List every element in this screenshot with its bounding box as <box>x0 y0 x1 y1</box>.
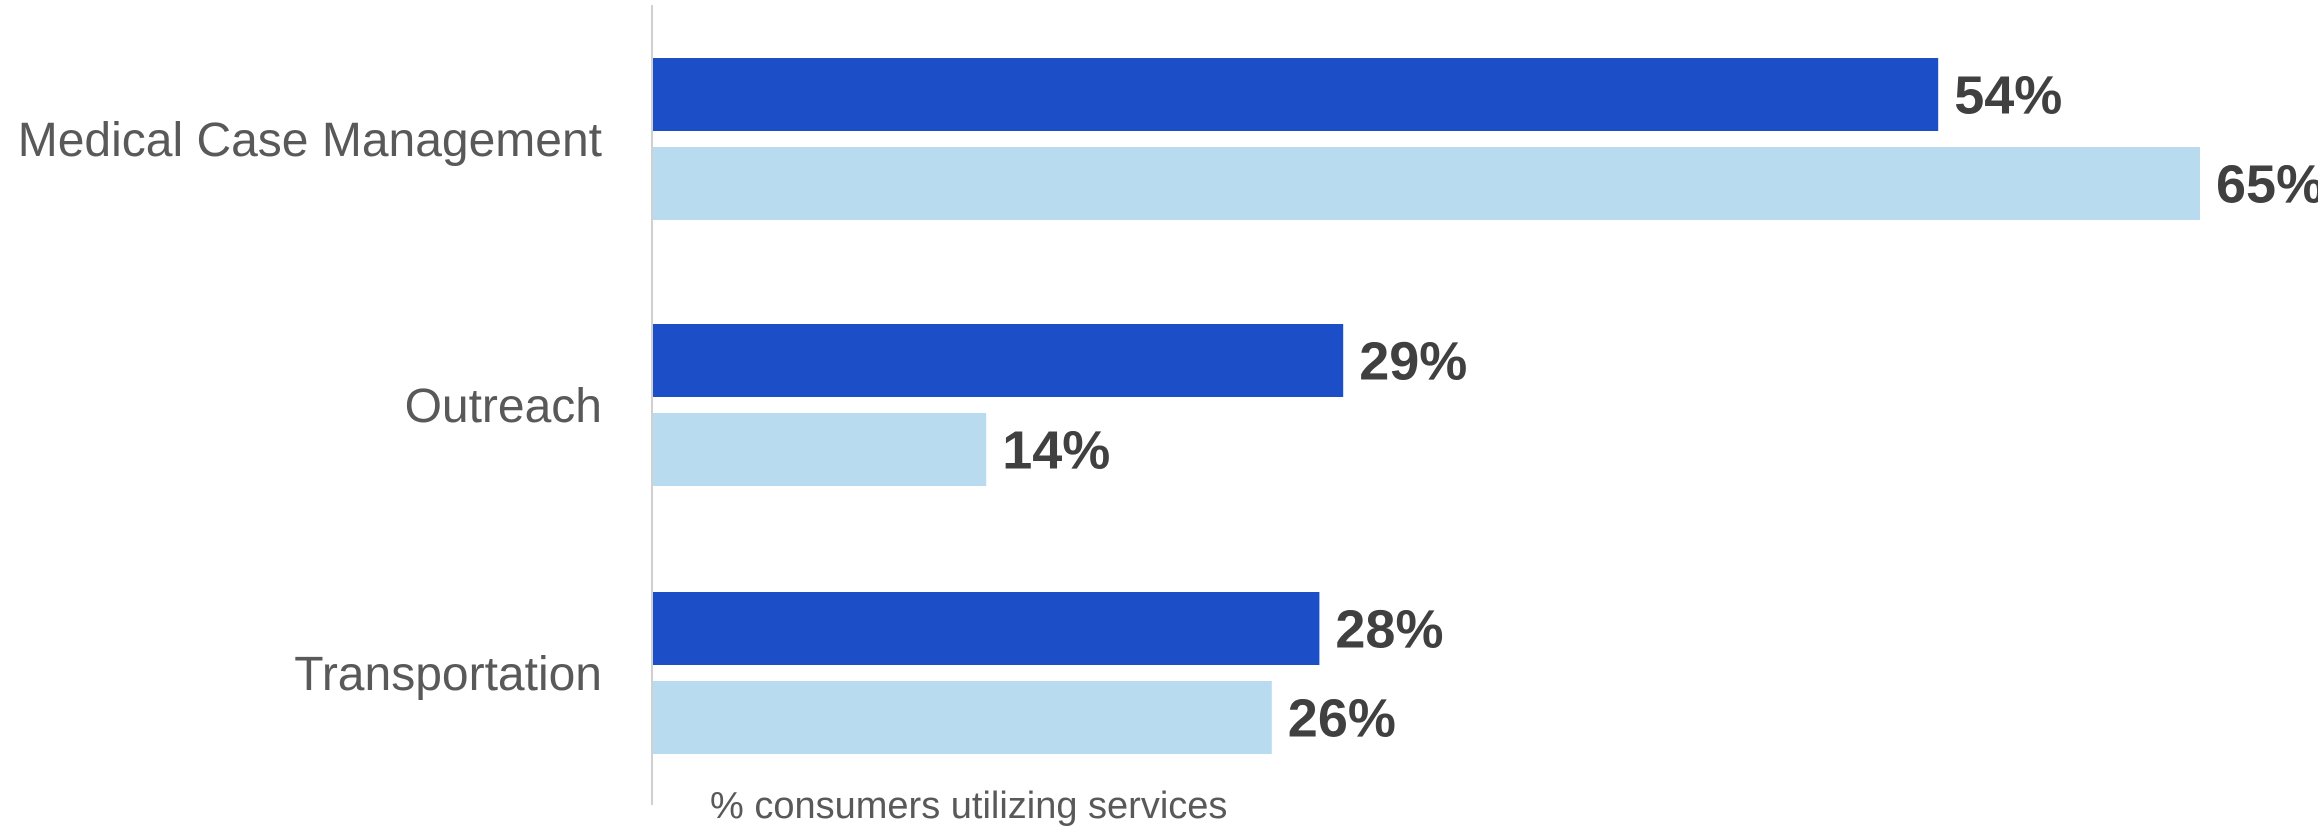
data-label: 26% <box>1288 689 1396 749</box>
data-label: 54% <box>1954 66 2062 126</box>
category-label: Outreach <box>405 380 602 433</box>
bar-series-2 <box>653 413 987 486</box>
data-label: 29% <box>1359 332 1467 392</box>
bar-series-1 <box>653 58 1939 131</box>
data-label: 14% <box>1002 421 1110 481</box>
category-label: Medical Case Management <box>18 114 602 167</box>
data-label: 65% <box>2216 155 2318 215</box>
bar-series-2 <box>653 681 1272 754</box>
x-axis-title: % consumers utilizing services <box>710 785 1227 827</box>
bar-series-1 <box>653 324 1344 397</box>
bar-series-1 <box>653 592 1320 665</box>
bar-series-2 <box>653 147 2200 220</box>
bars-layer <box>653 58 2200 754</box>
data-label: 28% <box>1335 600 1443 660</box>
category-label: Transportation <box>294 648 602 701</box>
labels-layer: Medical Case Management 54% 65% Outreach 29%… <box>18 66 2318 749</box>
